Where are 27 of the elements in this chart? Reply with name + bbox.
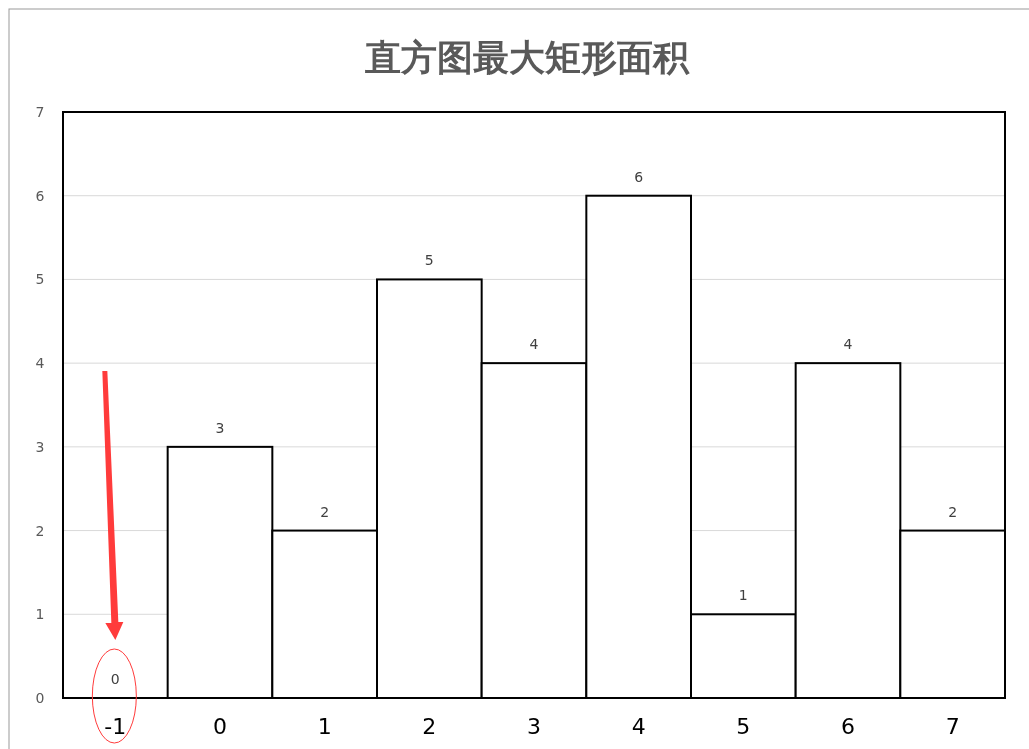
data-label: 3: [215, 419, 225, 436]
x-tick-label: 1: [317, 714, 332, 739]
x-tick-label: 4: [631, 714, 646, 739]
x-tick-label: 7: [945, 714, 960, 739]
data-label: 6: [634, 168, 644, 185]
x-tick-label: 6: [841, 714, 855, 739]
y-tick-label: 6: [35, 187, 45, 204]
data-label: 1: [738, 587, 748, 604]
data-label: 2: [320, 503, 330, 520]
y-tick-label: 0: [35, 690, 45, 706]
data-label: 4: [843, 336, 853, 353]
x-tick-label: 2: [422, 714, 437, 739]
x-tick-label: 5: [736, 714, 751, 739]
x-tick-label: 0: [213, 714, 227, 739]
y-tick-label: 5: [35, 271, 45, 288]
data-label: 2: [948, 503, 958, 520]
x-tick-label: 3: [527, 714, 541, 739]
y-tick-label: 7: [35, 104, 45, 120]
chart-title: 直方图最大矩形面积: [363, 37, 690, 78]
y-tick-label: 3: [35, 438, 45, 455]
y-tick-label: 4: [35, 355, 45, 372]
y-tick-label: 2: [35, 522, 45, 539]
x-tick-label: -1: [104, 714, 127, 739]
data-label: 5: [424, 252, 434, 269]
data-label: 0: [110, 671, 120, 687]
y-tick-label: 1: [35, 606, 45, 623]
data-label: 4: [529, 336, 539, 353]
